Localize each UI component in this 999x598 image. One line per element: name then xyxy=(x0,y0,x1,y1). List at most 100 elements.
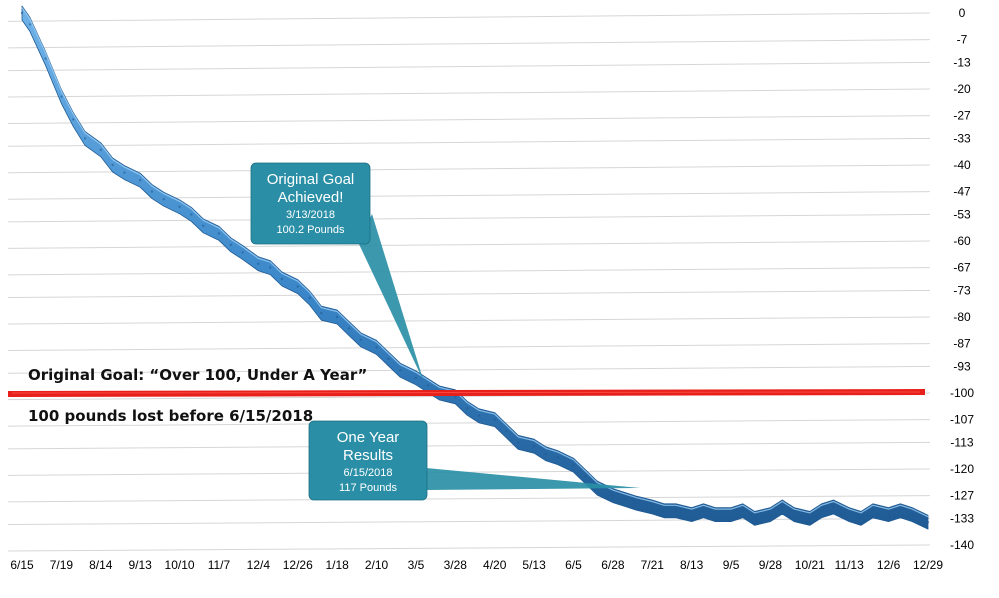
series-point xyxy=(123,171,126,174)
series-point xyxy=(493,418,496,421)
x-tick-label: 12/6 xyxy=(877,558,901,572)
x-tick-label: 6/15 xyxy=(10,558,34,572)
y-tick-label: -107 xyxy=(950,413,974,427)
series-point xyxy=(911,513,914,516)
x-tick-label: 5/13 xyxy=(522,558,546,572)
series-point xyxy=(729,513,733,516)
series-point xyxy=(899,509,902,512)
x-tick-label: 11/13 xyxy=(835,558,864,572)
grid-line xyxy=(7,115,931,125)
series-point xyxy=(741,509,745,512)
series-point xyxy=(83,137,87,140)
grid-line xyxy=(7,365,931,374)
series-point xyxy=(414,376,418,379)
series-point xyxy=(859,517,863,520)
series-point xyxy=(178,205,181,208)
callout-title: Results xyxy=(343,447,393,464)
series-point xyxy=(190,213,193,216)
series-point xyxy=(505,429,508,433)
series-point xyxy=(426,384,429,387)
series-point xyxy=(544,452,548,455)
y-tick-label: -127 xyxy=(950,489,974,503)
grid-line xyxy=(7,544,931,552)
series-point xyxy=(296,285,299,288)
x-tick-label: 9/5 xyxy=(723,558,740,572)
series-point xyxy=(138,179,142,182)
x-tick-label: 7/19 xyxy=(50,558,74,572)
grid-line xyxy=(7,213,931,223)
grid-line xyxy=(7,441,931,450)
series-point xyxy=(320,312,323,315)
series-point xyxy=(229,243,232,246)
series-point xyxy=(702,509,705,512)
x-tick-label: 6/5 xyxy=(565,558,582,572)
grid-line xyxy=(7,137,931,147)
x-tick-label: 6/28 xyxy=(601,558,625,572)
series-point xyxy=(280,277,284,281)
series-point xyxy=(887,513,890,516)
series-point xyxy=(477,414,481,417)
x-tick-label: 3/28 xyxy=(444,558,468,572)
grid-line xyxy=(7,240,931,249)
series-ribbon xyxy=(21,5,929,530)
y-tick-label: -100 xyxy=(950,386,974,400)
y-tick-label: -113 xyxy=(950,435,973,449)
y-tick-label: -80 xyxy=(953,310,971,324)
goal-line xyxy=(8,389,925,397)
series-point xyxy=(241,251,244,254)
grid-line xyxy=(7,39,931,49)
callout-pointer xyxy=(426,468,641,490)
grid-line xyxy=(7,61,931,72)
x-tick-label: 2/10 xyxy=(365,558,389,572)
x-tick-label: 11/7 xyxy=(208,558,231,572)
series-point xyxy=(848,513,851,516)
y-tick-label: -13 xyxy=(953,55,971,69)
y-tick-label: -7 xyxy=(957,33,968,47)
x-tick-label: 10/10 xyxy=(165,558,195,572)
y-tick-label: -27 xyxy=(953,109,971,123)
series-point xyxy=(690,513,693,516)
goal-line-highlight xyxy=(11,391,921,394)
y-tick-label: -60 xyxy=(953,234,971,248)
x-tick-label: 1/18 xyxy=(325,558,349,572)
y-tick-label: -40 xyxy=(953,158,971,172)
series-point xyxy=(268,266,272,269)
x-tick-label: 7/21 xyxy=(641,558,665,572)
grid-line xyxy=(7,12,931,22)
series-point xyxy=(635,502,638,505)
series-point xyxy=(335,315,339,319)
y-tick-label: 0 xyxy=(959,6,966,20)
series-point xyxy=(202,224,205,227)
callout-pointer xyxy=(358,214,424,382)
series-point xyxy=(398,369,402,372)
series-point xyxy=(623,498,626,501)
series-point xyxy=(926,521,930,524)
series-point xyxy=(465,407,469,410)
y-tick-label: -53 xyxy=(953,207,971,221)
series-point xyxy=(517,441,520,444)
series-point xyxy=(753,517,756,520)
x-tick-label: 10/21 xyxy=(795,558,825,572)
x-tick-label: 12/26 xyxy=(283,558,313,572)
callout-detail: 100.2 Pounds xyxy=(277,224,345,236)
callout-title: Original Goal xyxy=(267,171,355,188)
x-tick-label: 9/13 xyxy=(128,558,152,572)
y-axis-ticks: 0 -7 -13 -20 -27 -33 -40 -47 -53 -60 -67 -73 -80 -87 -… xyxy=(950,6,974,552)
series-point xyxy=(651,505,654,509)
callout-title: Achieved! xyxy=(278,189,344,206)
series-point xyxy=(871,509,875,512)
series-point xyxy=(556,456,559,459)
series-point xyxy=(72,118,75,121)
series-point xyxy=(832,505,835,509)
series-point xyxy=(808,517,812,520)
y-tick-label: -20 xyxy=(953,82,971,96)
series-point xyxy=(584,475,587,478)
series-point xyxy=(375,346,378,349)
series-point xyxy=(60,95,63,98)
y-tick-label: -73 xyxy=(953,283,971,297)
x-axis-ticks: 6/15 7/19 8/14 9/13 10/10 11/7 12/4 12/26 1/18 2/… xyxy=(10,558,943,572)
y-tick-label: -33 xyxy=(953,131,971,145)
